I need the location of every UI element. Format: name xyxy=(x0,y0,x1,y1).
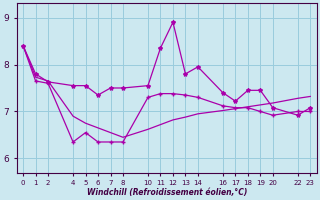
X-axis label: Windchill (Refroidissement éolien,°C): Windchill (Refroidissement éolien,°C) xyxy=(86,188,247,197)
